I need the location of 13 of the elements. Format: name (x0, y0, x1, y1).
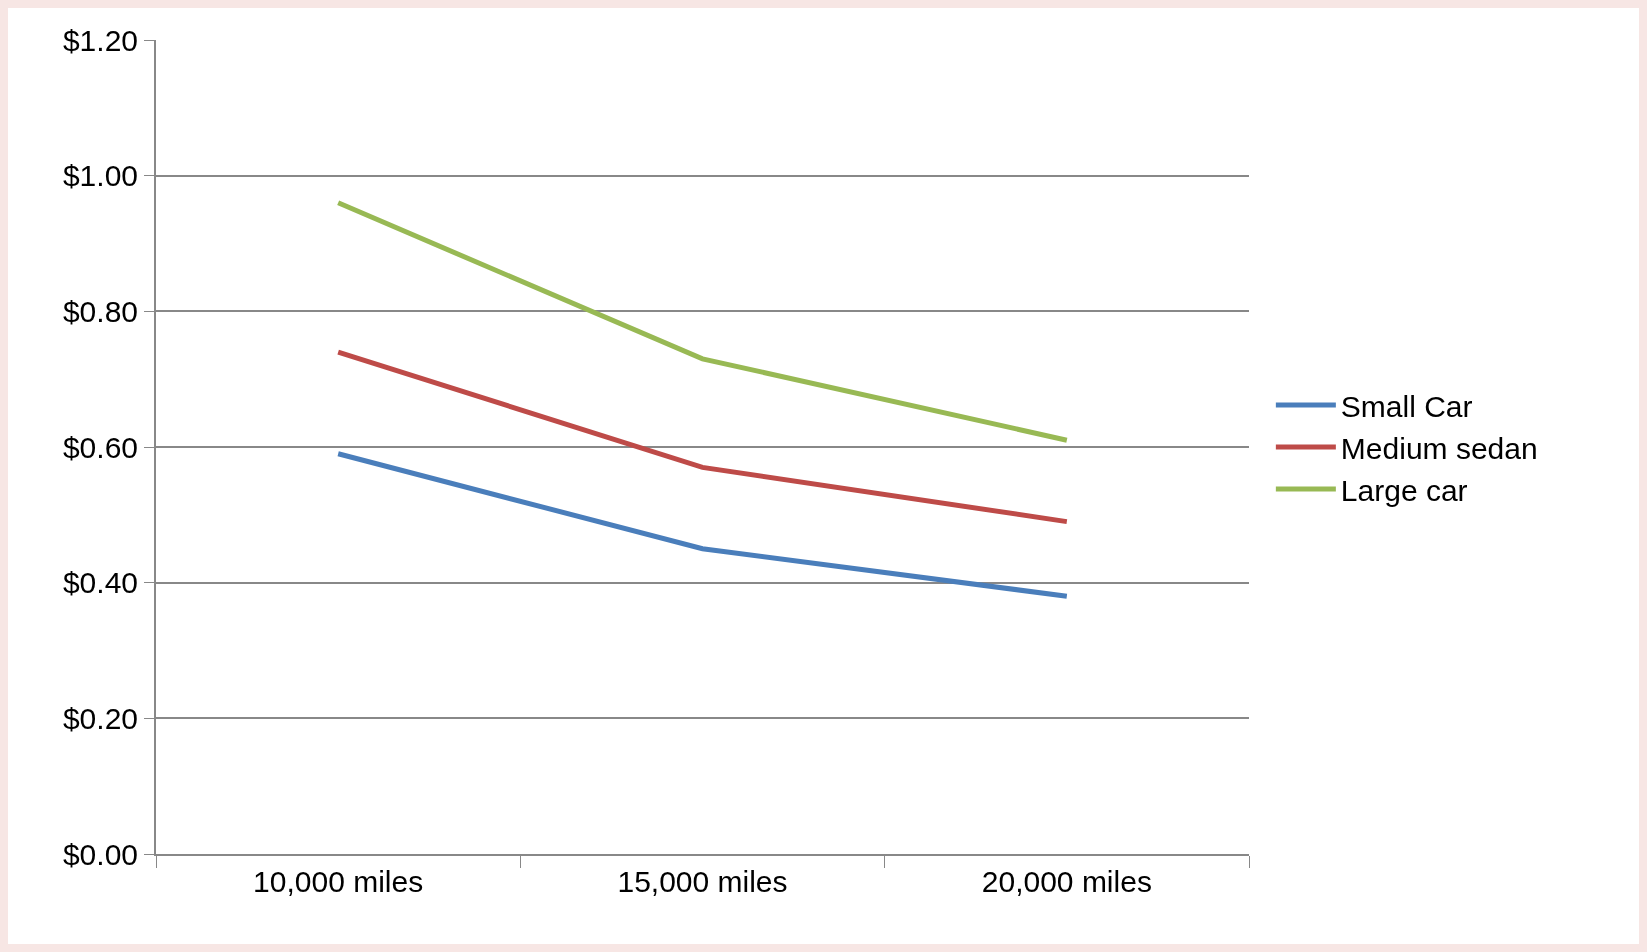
y-tick-label: $0.20 (62, 701, 138, 735)
y-tick-label: $0.80 (62, 294, 138, 328)
y-tick-label: $0.40 (62, 566, 138, 600)
y-tick-label: $0.60 (62, 430, 138, 464)
y-tick-label: $1.00 (62, 159, 138, 193)
x-tick-label: 15,000 miles (617, 865, 788, 898)
y-tick-label: $1.20 (62, 23, 138, 57)
legend-label: Large car (1340, 473, 1468, 507)
x-tick-label: 10,000 miles (253, 865, 424, 898)
y-tick-label: $0.00 (62, 837, 138, 871)
x-tick-label: 20,000 miles (981, 865, 1152, 898)
legend-label: Medium sedan (1340, 431, 1538, 465)
legend-label: Small Car (1340, 389, 1473, 423)
